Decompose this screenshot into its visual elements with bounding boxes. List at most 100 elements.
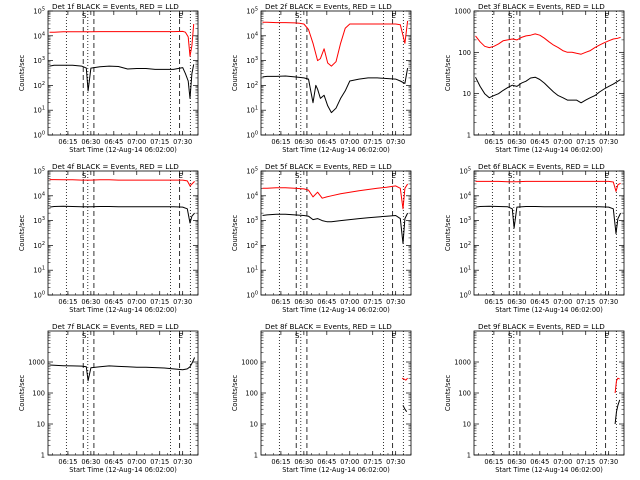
y-tick-label: 100	[245, 390, 258, 398]
x-tick-label: 06:30	[81, 138, 100, 146]
panel-title: Det 7f BLACK = Events, RED = LLD	[52, 322, 179, 331]
series-line-lld	[475, 33, 621, 55]
y-tick-label: 10	[463, 421, 471, 429]
panel-det-7: Det 7f BLACK = Events, RED = LLD 1 10 100 10…	[18, 322, 199, 474]
x-tick-label: 06:15	[271, 138, 290, 146]
x-tick-label: 06:45	[530, 138, 549, 146]
x-tick-label: 07:15	[576, 138, 595, 146]
marker-label-e: E	[391, 11, 396, 20]
x-axis-label: Start Time (12-Aug-14 06:02:00)	[69, 466, 177, 474]
x-tick-label: 07:00	[553, 298, 572, 306]
plot-frame	[473, 170, 625, 296]
marker-label-e: E	[178, 331, 183, 340]
marker-label-e: E	[178, 11, 183, 20]
y-axis-label: Counts/sec	[444, 374, 452, 411]
marker-label-s: S	[295, 331, 300, 340]
x-tick-label: 07:15	[363, 458, 382, 466]
series-line-events	[262, 212, 409, 244]
plot-frame	[260, 170, 412, 296]
series-line-lld	[401, 377, 408, 381]
y-tick-label: 10	[250, 421, 258, 429]
marker-label-s: S	[508, 11, 513, 20]
series-line-lld	[475, 180, 621, 192]
marker-label-e: E	[178, 171, 183, 180]
x-tick-label: 07:30	[386, 138, 405, 146]
y-tick-label: 100	[33, 131, 45, 140]
y-tick-label: 100	[458, 49, 471, 57]
y-tick-label: 102	[33, 81, 45, 90]
series-line-lld	[262, 183, 409, 210]
x-tick-label: 06:45	[530, 298, 549, 306]
x-tick-label: 06:15	[271, 458, 290, 466]
y-tick-label: 104	[246, 191, 258, 200]
y-tick-label: 100	[32, 390, 45, 398]
series-line-events	[49, 205, 195, 224]
series-line-events	[49, 357, 196, 382]
y-tick-label: 102	[246, 81, 258, 90]
series-line-events	[402, 405, 408, 412]
x-tick-label: 07:15	[150, 298, 169, 306]
x-tick-label: 06:15	[271, 298, 290, 306]
x-tick-label: 06:15	[484, 138, 503, 146]
y-tick-label: 103	[33, 56, 45, 65]
x-axis-label: Start Time (12-Aug-14 06:02:00)	[495, 146, 603, 154]
x-axis-label: Start Time (12-Aug-14 06:02:00)	[495, 306, 603, 314]
y-tick-label: 103	[459, 216, 471, 225]
x-tick-label: 06:30	[81, 458, 100, 466]
marker-label-e: E	[391, 171, 396, 180]
y-tick-label: 10	[37, 421, 45, 429]
x-tick-label: 07:15	[576, 298, 595, 306]
plot-frame	[473, 330, 625, 456]
x-tick-label: 07:30	[386, 298, 405, 306]
marker-label-s: S	[82, 11, 87, 20]
y-tick-label: 102	[459, 241, 471, 250]
x-tick-label: 06:30	[507, 458, 526, 466]
x-tick-label: 06:45	[317, 458, 336, 466]
plot-frame	[47, 170, 199, 296]
y-tick-label: 103	[246, 216, 258, 225]
x-tick-label: 07:00	[127, 458, 146, 466]
y-tick-label: 101	[33, 266, 45, 275]
panel-det-5: Det 5f BLACK = Events, RED = LLD 100 101 10…	[231, 162, 412, 314]
y-tick-label: 102	[246, 241, 258, 250]
x-tick-label: 07:15	[150, 458, 169, 466]
series-line-events	[475, 76, 621, 104]
y-axis-label: Counts/sec	[18, 214, 26, 251]
marker-label-e: E	[391, 331, 396, 340]
y-tick-label: 101	[33, 106, 45, 115]
marker-label-s: S	[295, 11, 300, 20]
x-tick-label: 06:45	[104, 298, 123, 306]
x-tick-label: 06:15	[58, 298, 77, 306]
marker-label-e: E	[604, 331, 609, 340]
y-tick-label: 1	[467, 452, 471, 460]
x-tick-label: 07:00	[553, 138, 572, 146]
x-tick-label: 06:30	[507, 298, 526, 306]
panel-det-9: Det 9f BLACK = Events, RED = LLD 1 10 100 10…	[444, 322, 625, 474]
x-tick-label: 07:00	[340, 298, 359, 306]
x-tick-label: 07:15	[576, 458, 595, 466]
y-tick-label: 1	[41, 452, 45, 460]
x-axis-label: Start Time (12-Aug-14 06:02:00)	[282, 466, 390, 474]
y-tick-label: 104	[33, 31, 45, 40]
panel-title: Det 6f BLACK = Events, RED = LLD	[478, 162, 605, 171]
x-tick-label: 07:00	[127, 138, 146, 146]
x-tick-label: 07:30	[173, 458, 192, 466]
y-tick-label: 1000	[454, 8, 471, 16]
x-tick-label: 06:30	[294, 458, 313, 466]
x-tick-label: 06:30	[294, 138, 313, 146]
y-tick-label: 100	[458, 390, 471, 398]
panel-title: Det 9f BLACK = Events, RED = LLD	[478, 322, 605, 331]
marker-label-e: E	[604, 11, 609, 20]
y-axis-label: Counts/sec	[231, 54, 239, 91]
series-line-lld	[614, 377, 620, 394]
y-tick-label: 105	[33, 7, 45, 16]
plot-frame	[473, 10, 625, 136]
panel-det-3: Det 3f BLACK = Events, RED = LLD 1 10 100 10…	[444, 2, 625, 154]
x-axis-label: Start Time (12-Aug-14 06:02:00)	[282, 146, 390, 154]
x-tick-label: 07:30	[599, 458, 618, 466]
x-tick-label: 07:30	[173, 298, 192, 306]
series-line-lld	[262, 20, 409, 67]
y-axis-label: Counts/sec	[444, 214, 452, 251]
x-axis-label: Start Time (12-Aug-14 06:02:00)	[69, 306, 177, 314]
y-tick-label: 102	[33, 241, 45, 250]
